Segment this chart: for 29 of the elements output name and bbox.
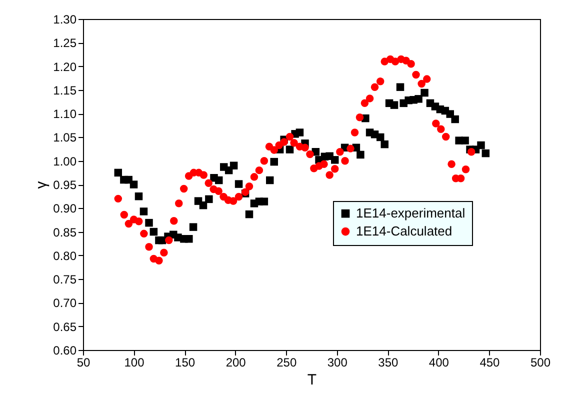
y-axis-title: γ (33, 180, 50, 189)
y-tick-label: 1.20 (53, 60, 77, 74)
x-tick-label: 450 (480, 356, 500, 370)
legend-label: 1E14-Calculated (356, 224, 452, 239)
y-tick-label: 1.30 (53, 12, 77, 26)
y-tick-label: 1.10 (53, 107, 77, 122)
y-tick-label: 0.80 (53, 248, 77, 263)
x-tick-label: 250 (276, 356, 297, 370)
x-tick-label: 350 (378, 356, 398, 370)
y-tick-label: 0.65 (53, 320, 77, 334)
x-tick-label: 100 (124, 356, 145, 370)
x-tick-label: 150 (175, 356, 196, 370)
y-tick-label: 0.95 (53, 178, 77, 192)
y-tick-label: 0.75 (53, 272, 77, 287)
x-tick-label: 200 (226, 356, 246, 370)
y-tick-label: 0.70 (53, 296, 77, 310)
y-tick-label: 1.25 (53, 36, 77, 50)
y-tick-label: 0.85 (53, 225, 77, 240)
y-tick-label: 1.00 (53, 154, 77, 168)
legend-label: 1E14-experimental (356, 206, 466, 221)
x-axis-title: T (307, 372, 317, 388)
y-tick-label: 1.15 (53, 83, 77, 98)
y-tick-label: 0.60 (53, 344, 77, 358)
x-tick-label: 400 (428, 356, 450, 370)
y-tick-label: 1.05 (53, 130, 77, 145)
x-tick-label: 300 (327, 356, 348, 370)
x-tick-label: 500 (530, 356, 551, 370)
x-tick-label: 50 (76, 356, 90, 370)
y-tick-label: 0.90 (53, 202, 77, 216)
